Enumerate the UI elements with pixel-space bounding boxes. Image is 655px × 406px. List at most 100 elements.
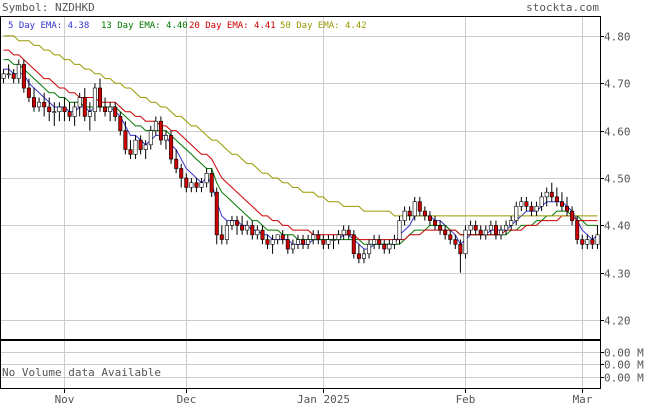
candle-body xyxy=(143,144,148,150)
candle-body xyxy=(331,239,336,241)
candle-body xyxy=(387,244,392,250)
x-tick-label: Dec xyxy=(177,393,197,406)
candle-body xyxy=(133,139,138,155)
candle-body xyxy=(255,229,260,236)
candle-body xyxy=(392,239,397,245)
candle-body xyxy=(580,239,585,245)
candle-body xyxy=(509,220,514,226)
candle-body xyxy=(67,111,72,117)
x-tick-label: Jan 2025 xyxy=(297,393,350,406)
site-label[interactable]: stockta.com xyxy=(526,1,599,14)
candle-body xyxy=(260,229,265,240)
volume-message: No Volume data Available xyxy=(2,366,161,379)
candle-body xyxy=(179,168,184,179)
candle-body xyxy=(21,64,26,89)
candle-body xyxy=(341,229,346,236)
candle-body xyxy=(235,220,240,226)
candle-body xyxy=(113,106,118,117)
ema-line xyxy=(3,35,598,217)
candle-body xyxy=(199,182,204,188)
y-axis-ticks: 4.20 4.30 4.40 4.50 4.60 4.70 4.80 xyxy=(600,31,631,328)
candle-body xyxy=(397,220,402,240)
volume-axis-ticks: 0.00 M0.00 M0.00 M xyxy=(600,347,644,385)
legend-ema13: 13 Day EMA: 4.40 xyxy=(101,21,188,31)
candle-body xyxy=(483,229,488,236)
x-tick-label: Nov xyxy=(55,393,75,406)
candle-body xyxy=(158,120,163,141)
candle-body xyxy=(585,239,590,245)
candle-body xyxy=(31,97,36,108)
candle-body xyxy=(219,234,224,240)
candle-body xyxy=(463,229,468,255)
x-tick-label: Mar xyxy=(573,393,593,406)
ema-line xyxy=(3,49,598,241)
candle-body xyxy=(417,201,422,212)
candle-body xyxy=(498,229,503,236)
candle-body xyxy=(438,225,443,231)
y-tick-label: 4.50 xyxy=(604,173,631,186)
candle-body xyxy=(321,239,326,245)
candle-body xyxy=(336,234,341,240)
candle-body xyxy=(57,106,62,112)
candle-body xyxy=(590,239,595,245)
candle-body xyxy=(554,196,559,202)
candle-body xyxy=(245,225,250,231)
ema-lines xyxy=(3,35,598,250)
candle-body xyxy=(422,210,427,217)
candle-body xyxy=(204,173,209,184)
candle-body xyxy=(311,234,316,240)
volume-tick-label: 0.00 M xyxy=(604,372,644,385)
candle-body xyxy=(82,97,87,117)
candle-body xyxy=(230,220,235,226)
candle-body xyxy=(47,106,52,112)
candle-body xyxy=(427,215,432,221)
candle-body xyxy=(473,225,478,231)
candle-body xyxy=(351,234,356,255)
candle-body xyxy=(290,244,295,250)
grid xyxy=(1,17,600,388)
candle-body xyxy=(270,239,275,245)
candle-body xyxy=(194,182,199,188)
candle-body xyxy=(361,253,366,259)
candle-body xyxy=(301,239,306,245)
candle-body xyxy=(37,101,42,108)
candle-body xyxy=(214,191,219,236)
y-tick-label: 4.60 xyxy=(604,126,631,139)
candle-body xyxy=(87,111,92,117)
candle-body xyxy=(346,229,351,236)
candle-body xyxy=(432,220,437,226)
candle-body xyxy=(382,244,387,250)
legend-ema20: 20 Day EMA: 4.41 xyxy=(189,21,276,31)
candle-body xyxy=(108,106,113,112)
candle-body xyxy=(478,229,483,236)
candle-body xyxy=(458,244,463,255)
candlesticks xyxy=(1,59,600,273)
candle-body xyxy=(98,87,103,108)
candle-body xyxy=(559,201,564,207)
symbol-label: Symbol: NZDHKD xyxy=(2,1,95,14)
y-tick-label: 4.40 xyxy=(604,220,631,233)
candle-body xyxy=(504,225,509,231)
candle-body xyxy=(407,210,412,217)
candle-body xyxy=(128,149,133,155)
candle-body xyxy=(519,201,524,207)
candle-body xyxy=(62,106,67,112)
candle-body xyxy=(524,201,529,207)
candle-body xyxy=(1,73,6,79)
candle-body xyxy=(326,239,331,245)
candle-body xyxy=(570,210,575,221)
candle-body xyxy=(11,73,16,79)
candle-body xyxy=(153,120,158,131)
ema-line xyxy=(3,59,598,245)
candle-body xyxy=(164,135,169,141)
candle-body xyxy=(377,239,382,245)
candle-body xyxy=(534,206,539,212)
candle-body xyxy=(16,64,21,79)
candle-body xyxy=(285,239,290,250)
x-tick-label: Feb xyxy=(456,393,476,406)
volume-tick-label: 0.00 M xyxy=(604,347,644,360)
candle-body xyxy=(488,225,493,231)
candle-body xyxy=(118,116,123,131)
volume-tick-label: 0.00 M xyxy=(604,359,644,372)
candle-body xyxy=(26,87,31,98)
